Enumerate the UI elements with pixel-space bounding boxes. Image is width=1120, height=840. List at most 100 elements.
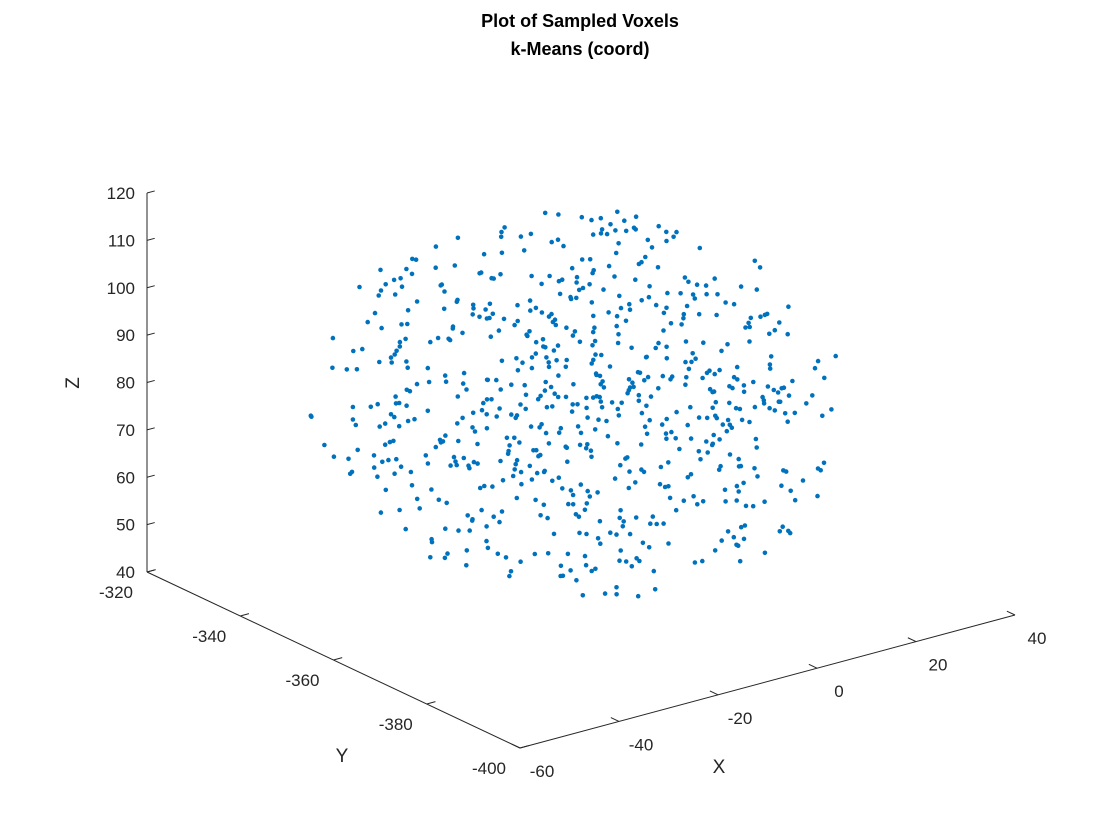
voxel-point <box>719 348 724 354</box>
voxel-point <box>623 318 629 324</box>
voxel-point <box>608 222 613 227</box>
voxel-point <box>571 382 576 387</box>
voxel-point <box>545 515 550 521</box>
voxel-point <box>760 394 765 400</box>
voxel-point <box>636 398 642 404</box>
voxel-point <box>818 468 823 473</box>
voxel-point <box>546 364 552 370</box>
voxel-point <box>471 459 477 465</box>
voxel-point <box>776 399 782 405</box>
voxel-point <box>616 413 622 418</box>
voxel-point <box>604 231 610 237</box>
voxel-point <box>568 296 574 302</box>
voxel-point <box>568 568 573 573</box>
y-tick-label: -320 <box>99 583 133 602</box>
voxel-point <box>564 357 569 363</box>
voxel-point <box>515 318 520 324</box>
voxel-point <box>484 538 489 544</box>
voxel-point <box>391 438 396 444</box>
voxel-point <box>753 436 759 442</box>
voxel-point <box>655 265 661 270</box>
voxel-point <box>355 447 361 453</box>
voxel-point <box>651 568 657 574</box>
z-tick-label: 100 <box>107 279 135 298</box>
voxel-point <box>494 377 499 383</box>
voxel-point <box>686 279 691 285</box>
voxel-point <box>426 379 432 385</box>
voxel-point <box>743 325 748 330</box>
voxel-point <box>510 473 516 479</box>
voxel-point <box>700 375 705 381</box>
voxel-point <box>470 425 475 430</box>
voxel-point <box>308 413 314 419</box>
voxel-point <box>767 366 773 371</box>
voxel-point <box>570 333 576 338</box>
z-tick-mark <box>146 285 155 289</box>
voxel-point <box>715 292 720 297</box>
voxel-point <box>735 377 740 382</box>
voxel-point <box>762 550 768 556</box>
voxel-point <box>585 442 590 447</box>
voxel-point <box>483 307 488 312</box>
voxel-point <box>512 322 517 328</box>
voxel-point <box>461 370 467 376</box>
voxel-point <box>750 503 756 509</box>
voxel-point <box>538 393 543 399</box>
voxel-point <box>349 469 355 475</box>
voxel-point <box>684 375 689 380</box>
voxel-point <box>509 382 514 388</box>
voxel-point <box>405 308 411 313</box>
voxel-point <box>460 381 466 386</box>
voxel-point <box>669 429 674 435</box>
voxel-point <box>548 384 554 390</box>
voxel-point <box>786 304 791 310</box>
voxel-point <box>535 396 541 402</box>
voxel-point <box>555 343 561 348</box>
voxel-point <box>372 310 378 316</box>
voxel-point <box>636 392 642 398</box>
voxel-point <box>665 290 670 296</box>
voxel-point <box>653 302 659 308</box>
y-tick-label: -380 <box>379 715 413 734</box>
z-axis-label: Z <box>63 377 84 389</box>
voxel-point <box>578 430 584 436</box>
voxel-point <box>800 478 806 483</box>
voxel-point <box>517 440 522 445</box>
voxel-point <box>677 446 682 452</box>
voxel-point <box>589 361 594 366</box>
voxel-point <box>612 476 618 481</box>
voxel-point <box>507 573 512 579</box>
voxel-point <box>657 481 663 487</box>
voxel-point <box>455 421 460 426</box>
voxel-point <box>645 374 651 380</box>
voxel-point <box>668 377 673 382</box>
voxel-point <box>386 457 391 463</box>
voxel-point <box>380 459 385 465</box>
voxel-point <box>734 542 739 548</box>
voxel-point <box>365 319 371 325</box>
voxel-point <box>484 397 490 402</box>
voxel-point <box>490 484 495 489</box>
voxel-point <box>777 320 782 325</box>
voxel-point <box>712 548 718 553</box>
voxel-point <box>598 541 603 546</box>
voxel-point <box>700 499 706 504</box>
voxel-point <box>748 315 754 321</box>
voxel-point <box>684 303 690 309</box>
voxel-point <box>724 428 730 434</box>
voxel-point <box>398 464 404 470</box>
voxel-point <box>482 483 487 489</box>
voxel-point <box>408 469 414 475</box>
voxel-point <box>569 409 575 414</box>
voxel-point <box>439 282 445 287</box>
voxel-point <box>736 456 741 462</box>
voxel-point <box>621 519 626 524</box>
voxel-point <box>696 449 702 454</box>
voxel-point <box>754 445 759 450</box>
voxel-point <box>392 292 398 297</box>
voxel-point <box>616 241 621 246</box>
voxel-point <box>540 337 546 342</box>
voxel-point <box>465 513 471 518</box>
voxel-point <box>477 485 483 491</box>
voxel-point <box>722 487 728 493</box>
